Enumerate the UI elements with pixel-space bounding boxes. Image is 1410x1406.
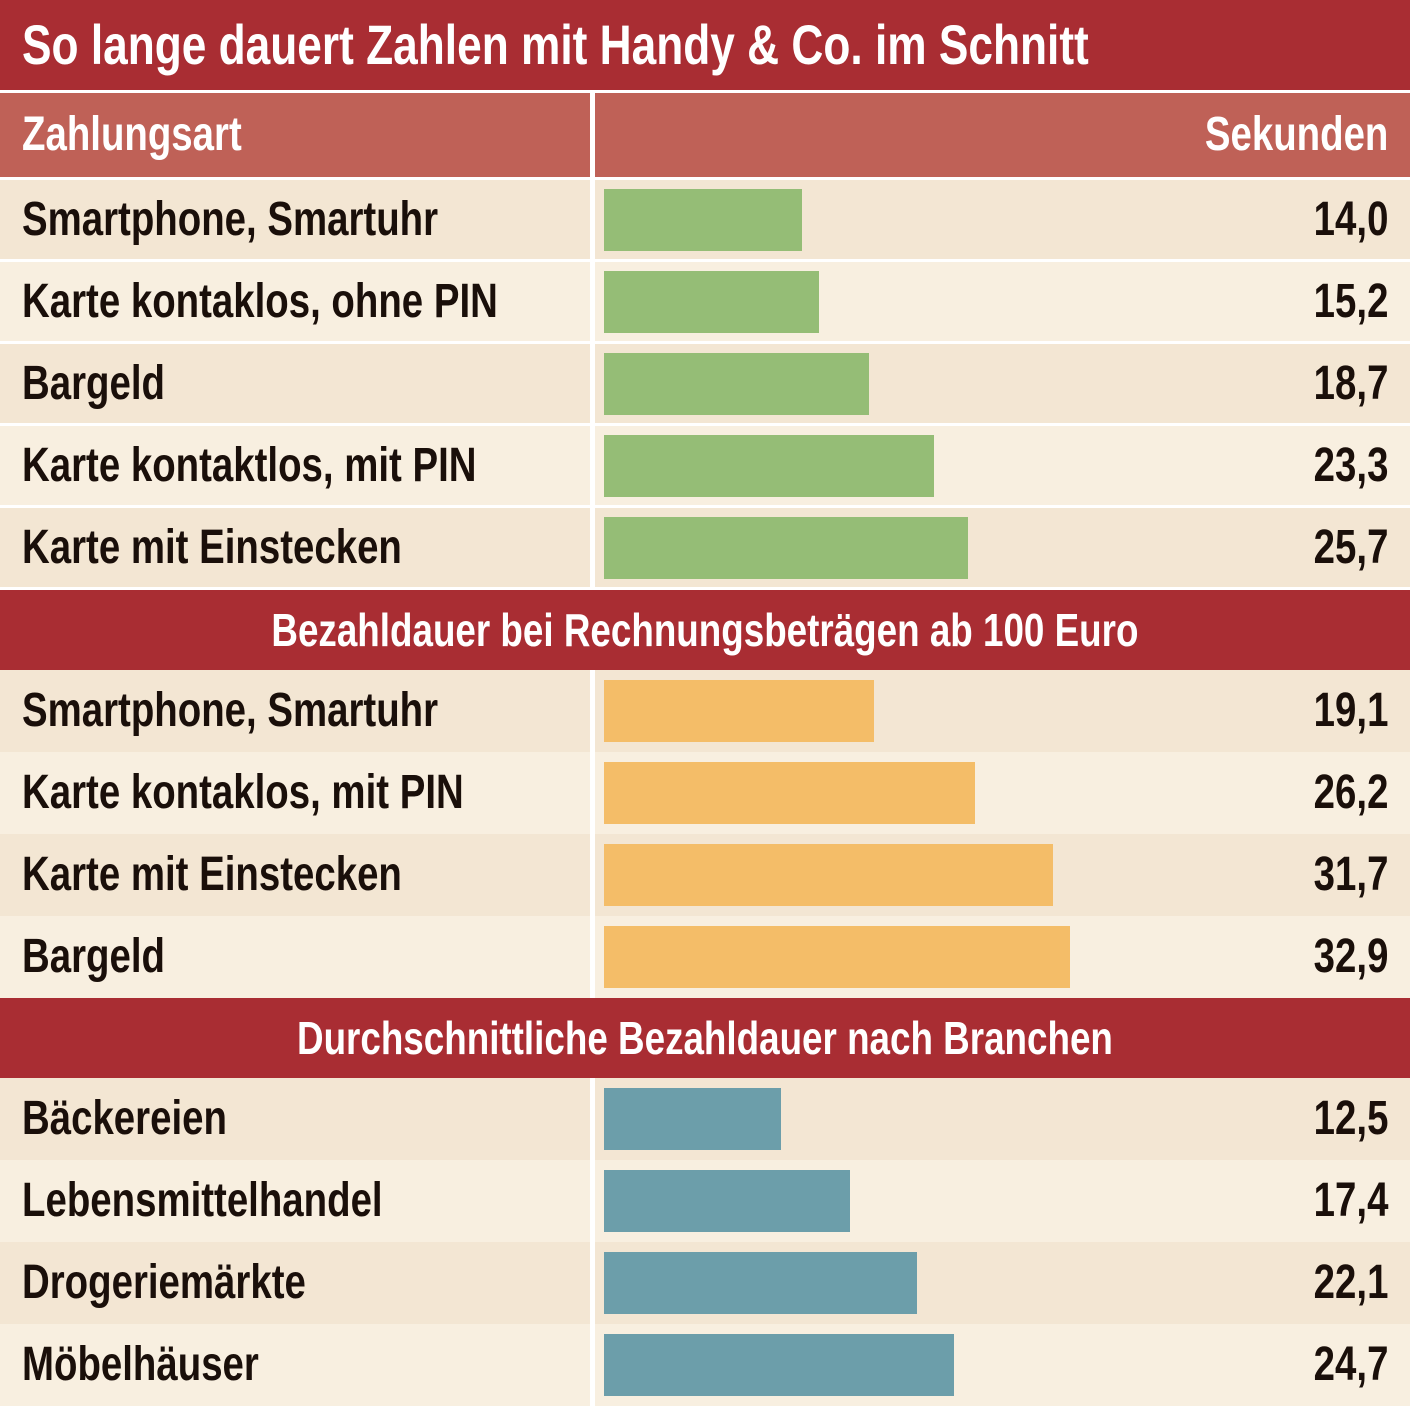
column-divider (590, 1160, 595, 1242)
row-label: Karte kontaklos, ohne PIN (22, 275, 498, 328)
row-label: Bargeld (22, 930, 165, 983)
column-divider (590, 508, 595, 587)
row-label: Drogeriemärkte (22, 1256, 306, 1309)
column-divider (590, 670, 595, 752)
column-divider (590, 344, 595, 423)
row-label: Smartphone, Smartuhr (22, 193, 439, 246)
bar (604, 762, 975, 824)
header-zahlungsart: Zahlungsart (22, 108, 242, 161)
value-label: 15,2 (1313, 275, 1388, 328)
value-label: 23,3 (1313, 439, 1388, 492)
column-divider (590, 752, 595, 834)
value-label: 26,2 (1313, 766, 1388, 819)
table-row: Karte kontaktlos, mit PIN 23,3 (0, 426, 1410, 508)
row-label: Karte kontaklos, mit PIN (22, 766, 464, 819)
bar (604, 271, 820, 333)
table-row: Smartphone, Smartuhr 19,1 (0, 670, 1410, 752)
value-label: 25,7 (1313, 521, 1388, 574)
value-label: 31,7 (1313, 848, 1388, 901)
column-divider (590, 426, 595, 505)
value-label: 14,0 (1313, 193, 1388, 246)
header-sekunden: Sekunden (1204, 108, 1388, 161)
table-row: Smartphone, Smartuhr 14,0 (0, 180, 1410, 262)
row-label: Lebensmittelhandel (22, 1174, 383, 1227)
row-label: Karte mit Einstecken (22, 521, 402, 574)
column-divider (590, 180, 595, 259)
column-divider (590, 834, 595, 916)
bar (604, 517, 968, 579)
value-label: 19,1 (1313, 684, 1388, 737)
row-label: Möbelhäuser (22, 1338, 259, 1391)
bar (604, 353, 869, 415)
table-row: Bäckereien 12,5 (0, 1078, 1410, 1160)
table-row: Karte mit Einstecken 25,7 (0, 508, 1410, 590)
column-divider (590, 1078, 595, 1160)
bar (604, 1170, 851, 1232)
bar (604, 435, 934, 497)
row-label: Karte kontaktlos, mit PIN (22, 439, 477, 492)
column-divider (590, 1242, 595, 1324)
value-label: 22,1 (1313, 1256, 1388, 1309)
bar (604, 1252, 917, 1314)
chart-body: Smartphone, Smartuhr 14,0 Karte kontaklos,… (0, 180, 1410, 1406)
table-row: Bargeld 32,9 (0, 916, 1410, 998)
bar (604, 680, 875, 742)
bar (604, 926, 1070, 988)
table-row: Karte kontaklos, mit PIN 26,2 (0, 752, 1410, 834)
table-row: Möbelhäuser 24,7 (0, 1324, 1410, 1406)
bar (604, 189, 803, 251)
table-row: Karte kontaklos, ohne PIN 15,2 (0, 262, 1410, 344)
bar (604, 844, 1053, 906)
chart-title: So lange dauert Zahlen mit Handy & Co. i… (0, 0, 1410, 93)
table-row: Karte mit Einstecken 31,7 (0, 834, 1410, 916)
row-label: Smartphone, Smartuhr (22, 684, 439, 737)
row-label: Bäckereien (22, 1092, 227, 1145)
column-header-row: Zahlungsart Sekunden (0, 93, 1410, 180)
section-heading: Bezahldauer bei Rechnungsbeträgen ab 100… (0, 590, 1410, 670)
table-row: Drogeriemärkte 22,1 (0, 1242, 1410, 1324)
value-label: 17,4 (1313, 1174, 1388, 1227)
column-divider (590, 1324, 595, 1406)
value-label: 24,7 (1313, 1338, 1388, 1391)
bar (604, 1088, 781, 1150)
table-row: Lebensmittelhandel 17,4 (0, 1160, 1410, 1242)
row-label: Bargeld (22, 357, 165, 410)
column-divider (590, 916, 595, 998)
section-heading: Durchschnittliche Bezahldauer nach Branc… (0, 998, 1410, 1078)
table-row: Bargeld 18,7 (0, 344, 1410, 426)
section-heading-text: Durchschnittliche Bezahldauer nach Branc… (297, 1012, 1113, 1064)
value-label: 18,7 (1313, 357, 1388, 410)
bar (604, 1334, 954, 1396)
column-divider (590, 93, 595, 177)
row-label: Karte mit Einstecken (22, 848, 402, 901)
value-label: 12,5 (1313, 1092, 1388, 1145)
column-divider (590, 262, 595, 341)
value-label: 32,9 (1313, 930, 1388, 983)
chart-title-text: So lange dauert Zahlen mit Handy & Co. i… (22, 13, 1089, 76)
section-heading-text: Bezahldauer bei Rechnungsbeträgen ab 100… (271, 604, 1139, 656)
